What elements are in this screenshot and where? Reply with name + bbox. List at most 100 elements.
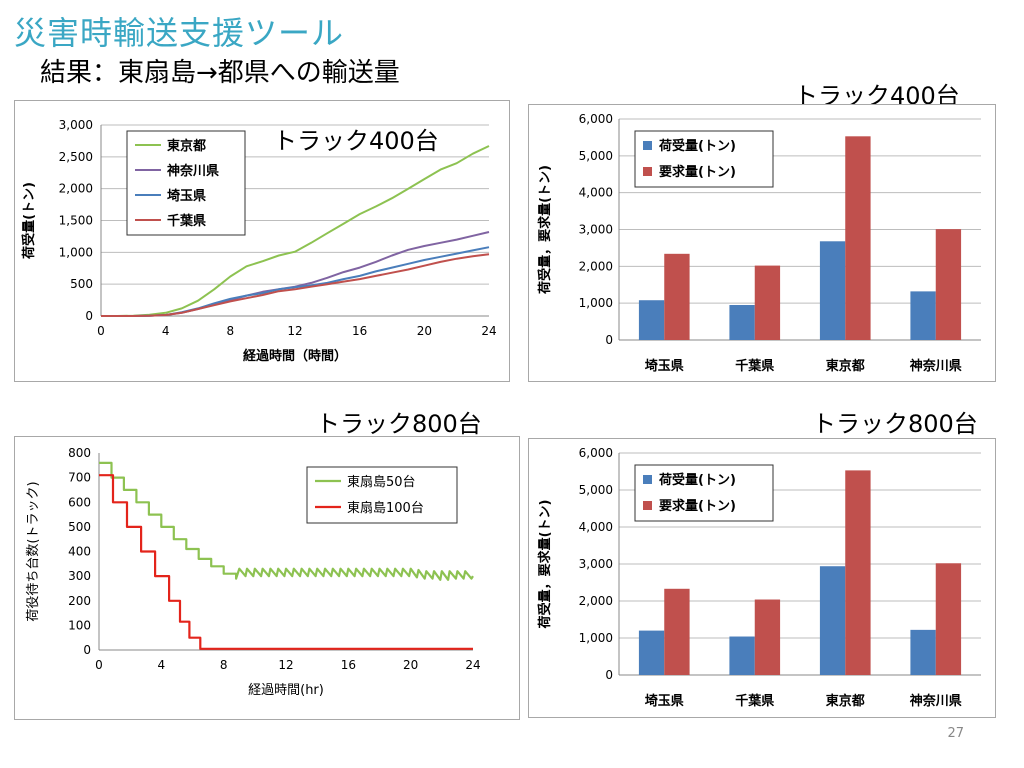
legend-swatch (643, 475, 652, 484)
y-tick-label: 6,000 (579, 112, 613, 126)
x-tick-label: 4 (158, 658, 166, 672)
bar (819, 566, 846, 675)
y-tick-label: 800 (68, 446, 91, 460)
y-tick-label: 400 (68, 545, 91, 559)
legend-label: 東扇島50台 (347, 474, 416, 490)
y-tick-label: 500 (68, 520, 91, 534)
x-tick-label: 20 (403, 658, 418, 672)
x-category-label: 神奈川県 (910, 693, 962, 709)
x-tick-label: 12 (278, 658, 293, 672)
legend-box (634, 464, 774, 522)
x-tick-label: 24 (481, 324, 496, 338)
x-category-label: 千葉県 (735, 693, 774, 709)
y-tick-label: 2,000 (59, 182, 93, 196)
y-tick-label: 6,000 (579, 446, 613, 460)
slide-subtitle: 結果：東扇島→都県への輸送量 (40, 58, 400, 88)
bar (729, 636, 755, 675)
bar (935, 229, 962, 340)
y-tick-label: 5,000 (579, 149, 613, 163)
panel-label-top-left: トラック400台 (273, 127, 439, 155)
y-axis-label: 荷受量，要求量(トン) (537, 165, 553, 295)
bar (910, 291, 936, 340)
line-chart-queue-800: 0 100 200 300 400 500 600 700 800 0 4 8 12 16 20 24 経過時間… (26, 446, 481, 698)
x-category-label: 埼玉県 (645, 693, 684, 709)
page-number: 27 (947, 726, 964, 741)
legend-label: 東扇島100台 (347, 500, 424, 516)
y-tick-label: 2,500 (59, 150, 93, 164)
x-tick-label: 20 (417, 324, 432, 338)
y-axis-label: 荷受量，要求量(トン) (537, 500, 553, 630)
series-line-2 (101, 231, 490, 317)
x-tick-label: 4 (162, 324, 170, 338)
legend-swatch (643, 501, 652, 510)
legend-label: 要求量(トン) (659, 164, 736, 180)
x-tick-label: 8 (220, 658, 228, 672)
x-tick-label: 0 (97, 324, 105, 338)
x-category-label: 東京都 (826, 358, 865, 374)
legend-swatch (643, 141, 652, 150)
y-tick-label: 5,000 (579, 483, 613, 497)
y-tick-label: 1,500 (59, 214, 93, 228)
x-category-label: 千葉県 (735, 358, 774, 374)
y-tick-label: 1,000 (579, 631, 613, 645)
bar-chart-400: 0 1,000 2,000 3,000 4,000 5,000 6,000 埼玉県 千葉県 東京都… (537, 112, 981, 374)
y-tick-label: 700 (68, 471, 91, 485)
bar (819, 241, 846, 340)
chart-queue-800-trucks: 0 100 200 300 400 500 600 700 800 0 4 8 12 16 20 24 経過時間… (14, 436, 520, 720)
y-tick-label: 4,000 (579, 520, 613, 534)
chart-bars-400-trucks: 0 1,000 2,000 3,000 4,000 5,000 6,000 埼玉県 千葉県 東京都… (528, 104, 996, 382)
y-axis-label: 荷役待ち台数(トラック) (26, 481, 41, 621)
panel-label-bottom-left: トラック800台 (316, 410, 482, 438)
y-tick-label: 0 (605, 668, 613, 682)
panel-label-bottom-right: トラック800台 (812, 410, 978, 438)
bar (845, 136, 871, 340)
legend-box (634, 130, 774, 188)
y-tick-label: 1,000 (59, 245, 93, 259)
x-category-label: 埼玉県 (645, 358, 684, 374)
legend-box (126, 130, 246, 236)
series-line-1 (99, 461, 474, 581)
y-tick-label: 500 (70, 277, 93, 291)
legend-label: 荷受量(トン) (658, 138, 736, 154)
series-line-1 (101, 145, 490, 317)
bar (754, 265, 781, 340)
y-tick-label: 1,000 (579, 296, 613, 310)
y-tick-label: 4,000 (579, 186, 613, 200)
x-tick-label: 0 (95, 658, 103, 672)
x-tick-label: 8 (227, 324, 235, 338)
y-tick-label: 100 (68, 618, 91, 632)
bar (729, 305, 755, 340)
y-tick-label: 600 (68, 495, 91, 509)
line-chart-delivered-400: 0 500 1,000 1,500 2,000 2,500 3,000 0 4 8 12 16 20 24… (21, 118, 497, 364)
bar (754, 599, 781, 675)
bar (638, 630, 665, 675)
chart-bars-800-trucks: 0 1,000 2,000 3,000 4,000 5,000 6,000 埼玉県 千葉県 東京都… (528, 438, 996, 718)
bar (664, 253, 690, 340)
x-tick-label: 24 (465, 658, 480, 672)
slide-title: 災害時輸送支援ツール (14, 14, 345, 52)
x-category-label: 神奈川県 (910, 358, 962, 374)
bar (910, 629, 936, 675)
x-axis-label: 経過時間（時間） (243, 348, 347, 364)
x-tick-label: 12 (287, 324, 302, 338)
bar (935, 563, 962, 675)
y-tick-label: 2,000 (579, 259, 613, 273)
legend-label: 荷受量(トン) (658, 472, 736, 488)
y-tick-label: 0 (605, 333, 613, 347)
chart-delivered-400-trucks: 0 500 1,000 1,500 2,000 2,500 3,000 0 4 8 12 16 20 24… (14, 100, 510, 382)
x-tick-label: 16 (341, 658, 356, 672)
legend-swatch (643, 167, 652, 176)
y-tick-label: 3,000 (59, 118, 93, 132)
legend-label: 神奈川県 (167, 163, 219, 179)
y-tick-label: 200 (68, 594, 91, 608)
bar (845, 470, 871, 675)
x-category-label: 東京都 (826, 693, 865, 709)
series-line-3 (101, 246, 490, 317)
y-tick-label: 2,000 (579, 594, 613, 608)
bar (664, 588, 690, 675)
series-line-4 (101, 253, 490, 317)
legend-box (306, 466, 458, 524)
y-tick-label: 0 (85, 309, 93, 323)
y-tick-label: 300 (68, 569, 91, 583)
legend-label: 東京都 (167, 138, 206, 154)
